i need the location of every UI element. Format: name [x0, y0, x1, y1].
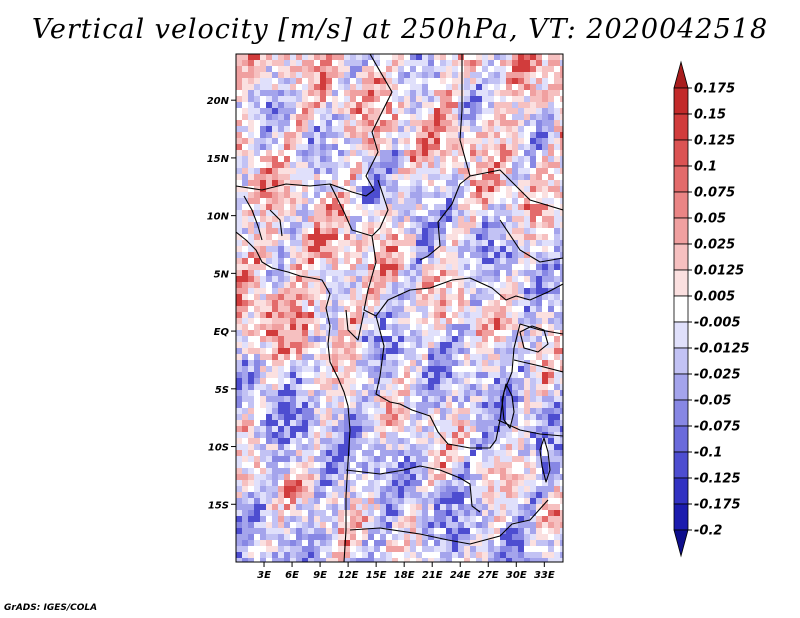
lake-tanganyika — [501, 383, 515, 429]
border-congo — [345, 309, 391, 403]
colorbar-label: 0.15 — [694, 108, 726, 123]
lon-tick-label: 27E — [478, 570, 499, 581]
longitude-axis: 3E 6E 9E 12E 15E 18E 21E 24E 27E 30E 33E — [257, 562, 555, 581]
colorbar-swatch — [673, 321, 689, 349]
colorbar-swatch — [673, 295, 689, 323]
colorbar-swatch — [673, 191, 689, 219]
colorbar-swatch — [673, 451, 689, 479]
plot-title: Vertical velocity [m/s] at 250hPa, VT: 2… — [31, 14, 769, 45]
lake-malawi — [539, 437, 551, 483]
lat-tick-label: 5N — [214, 269, 230, 280]
lat-tick-label: EQ — [214, 327, 230, 338]
lat-tick-label: 10N — [207, 212, 230, 223]
colorbar-swatch — [673, 425, 689, 453]
colorbar-swatch — [673, 347, 689, 375]
colorbar-swatch — [673, 165, 689, 193]
colorbar-label: 0.05 — [694, 212, 726, 227]
colorbar: 0.175 0.15 0.125 0.1 0.075 0.05 0.025 0.0125 0.0… — [673, 60, 750, 558]
colorbar-label: -0.1 — [694, 446, 722, 461]
lon-tick-label: 3E — [257, 570, 271, 581]
lat-tick-label: 20N — [207, 96, 230, 107]
colorbar-swatch — [673, 503, 689, 531]
colorbar-swatch — [673, 243, 689, 271]
colorbar-swatch — [673, 139, 689, 167]
colorbar-swatch — [673, 373, 689, 401]
lon-tick-label: 12E — [338, 570, 359, 581]
border-libya-sudan — [459, 54, 471, 185]
colorbar-swatch — [673, 217, 689, 245]
velocity-field — [236, 54, 563, 562]
map-frame — [235, 53, 564, 563]
colorbar-label: 0.1 — [694, 160, 717, 175]
lat-tick-label: 5S — [215, 385, 229, 396]
border-chad-sudan — [419, 183, 461, 261]
border-sudan-ethiopia — [469, 169, 563, 263]
border-east — [497, 283, 563, 437]
colorbar-label: -0.075 — [694, 420, 741, 435]
lon-tick-label: 18E — [394, 570, 415, 581]
colorbar-label: 0.0125 — [694, 264, 744, 279]
lat-tick-label: 15S — [208, 500, 229, 511]
border-car — [363, 235, 531, 317]
colorbar-label: -0.05 — [694, 394, 731, 409]
lon-tick-label: 21E — [422, 570, 443, 581]
colorbar-label: 0.175 — [694, 82, 735, 97]
colorbar-label: -0.125 — [694, 472, 741, 487]
colorbar-label: -0.025 — [694, 368, 741, 383]
border-angola — [345, 465, 481, 513]
colorbar-label: -0.005 — [694, 316, 741, 331]
colorbar-swatch — [673, 87, 689, 115]
colorbar-swatch — [673, 113, 689, 141]
lon-tick-label: 30E — [506, 570, 527, 581]
colorbar-label: 0.125 — [694, 134, 735, 149]
colorbar-top-arrow — [673, 60, 689, 89]
colorbar-swatch — [673, 269, 689, 297]
lon-tick-label: 15E — [366, 570, 387, 581]
lat-tick-label: 15N — [207, 154, 230, 165]
colorbar-label: -0.2 — [694, 524, 722, 539]
colorbar-bottom-arrow — [673, 529, 689, 558]
country-borders — [236, 54, 563, 562]
lon-tick-label: 33E — [534, 570, 555, 581]
lon-tick-label: 24E — [450, 570, 471, 581]
coastline-west-africa — [236, 231, 351, 562]
lake-victoria — [519, 325, 549, 353]
latitude-axis: 20N 15N 10N 5N EQ 5S 10S 15S — [207, 96, 236, 511]
colorbar-swatch — [673, 399, 689, 427]
colorbar-label: -0.175 — [694, 498, 741, 513]
border-west-small — [243, 195, 283, 241]
lon-tick-label: 9E — [313, 570, 327, 581]
colorbar-label: -0.0125 — [694, 342, 750, 357]
border-sahel — [236, 54, 393, 197]
grads-credit: GrADS: IGES/COLA — [4, 603, 98, 613]
border-southern — [349, 499, 549, 545]
lon-tick-label: 6E — [285, 570, 299, 581]
colorbar-label: 0.075 — [694, 186, 735, 201]
colorbar-label: 0.005 — [694, 290, 735, 305]
border-drc-south — [389, 323, 521, 449]
lat-tick-label: 10S — [208, 443, 229, 454]
colorbar-label: 0.025 — [694, 238, 735, 253]
colorbar-swatch — [673, 477, 689, 505]
